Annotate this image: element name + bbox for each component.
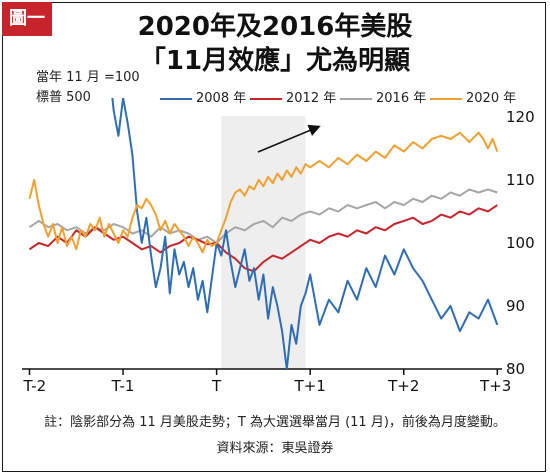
series-line-2020-年	[28, 131, 499, 254]
legend-label: 2020 年	[466, 91, 517, 106]
x-tick-label: T-1	[111, 377, 135, 395]
x-tick-label: T+2	[387, 377, 419, 395]
legend-label: 2012 年	[286, 91, 337, 106]
legend-label: 2008 年	[196, 91, 247, 106]
y-tick-label: 90	[506, 297, 525, 315]
figure-badge: 圖一	[2, 2, 52, 36]
legend-item: 2012 年	[250, 87, 336, 106]
x-tick-label: T	[211, 377, 222, 395]
y-tick-label: 110	[506, 171, 535, 189]
legend-swatch	[340, 97, 372, 100]
chart-title-line2: 「11月效應」尤為明顯	[139, 46, 411, 76]
y-tick-label: 120	[506, 108, 535, 126]
x-tick-label: T-2	[22, 377, 46, 395]
legend-swatch	[430, 97, 462, 100]
y-tick-label: 80	[506, 360, 525, 378]
legend-label: 2016 年	[376, 91, 427, 106]
chart-footnote: 註：陰影部分為 11 月美股走勢；T 為大選選舉當月 (11 月)，前後為月度變…	[44, 415, 506, 430]
legend-item: 2016 年	[340, 87, 426, 106]
chart-source: 資料來源：東吳證券	[216, 441, 334, 456]
baseline-note: 當年 11 月 =100	[36, 70, 140, 85]
legend-swatch	[250, 97, 282, 100]
series-line-2012-年	[28, 204, 498, 273]
y-tick-label: 100	[506, 234, 535, 252]
legend-swatch	[160, 97, 192, 100]
legend-item: 2020 年	[430, 87, 516, 106]
x-tick-label: T+3	[479, 377, 511, 395]
upward-arrow	[257, 124, 321, 153]
x-tick-label: T+1	[294, 377, 326, 395]
index-note: 標普 500	[36, 90, 91, 105]
legend-item: 2008 年	[160, 87, 246, 106]
chart-title-line1: 2020年及2016年美股	[137, 12, 413, 42]
series-line-2008-年	[111, 98, 499, 369]
